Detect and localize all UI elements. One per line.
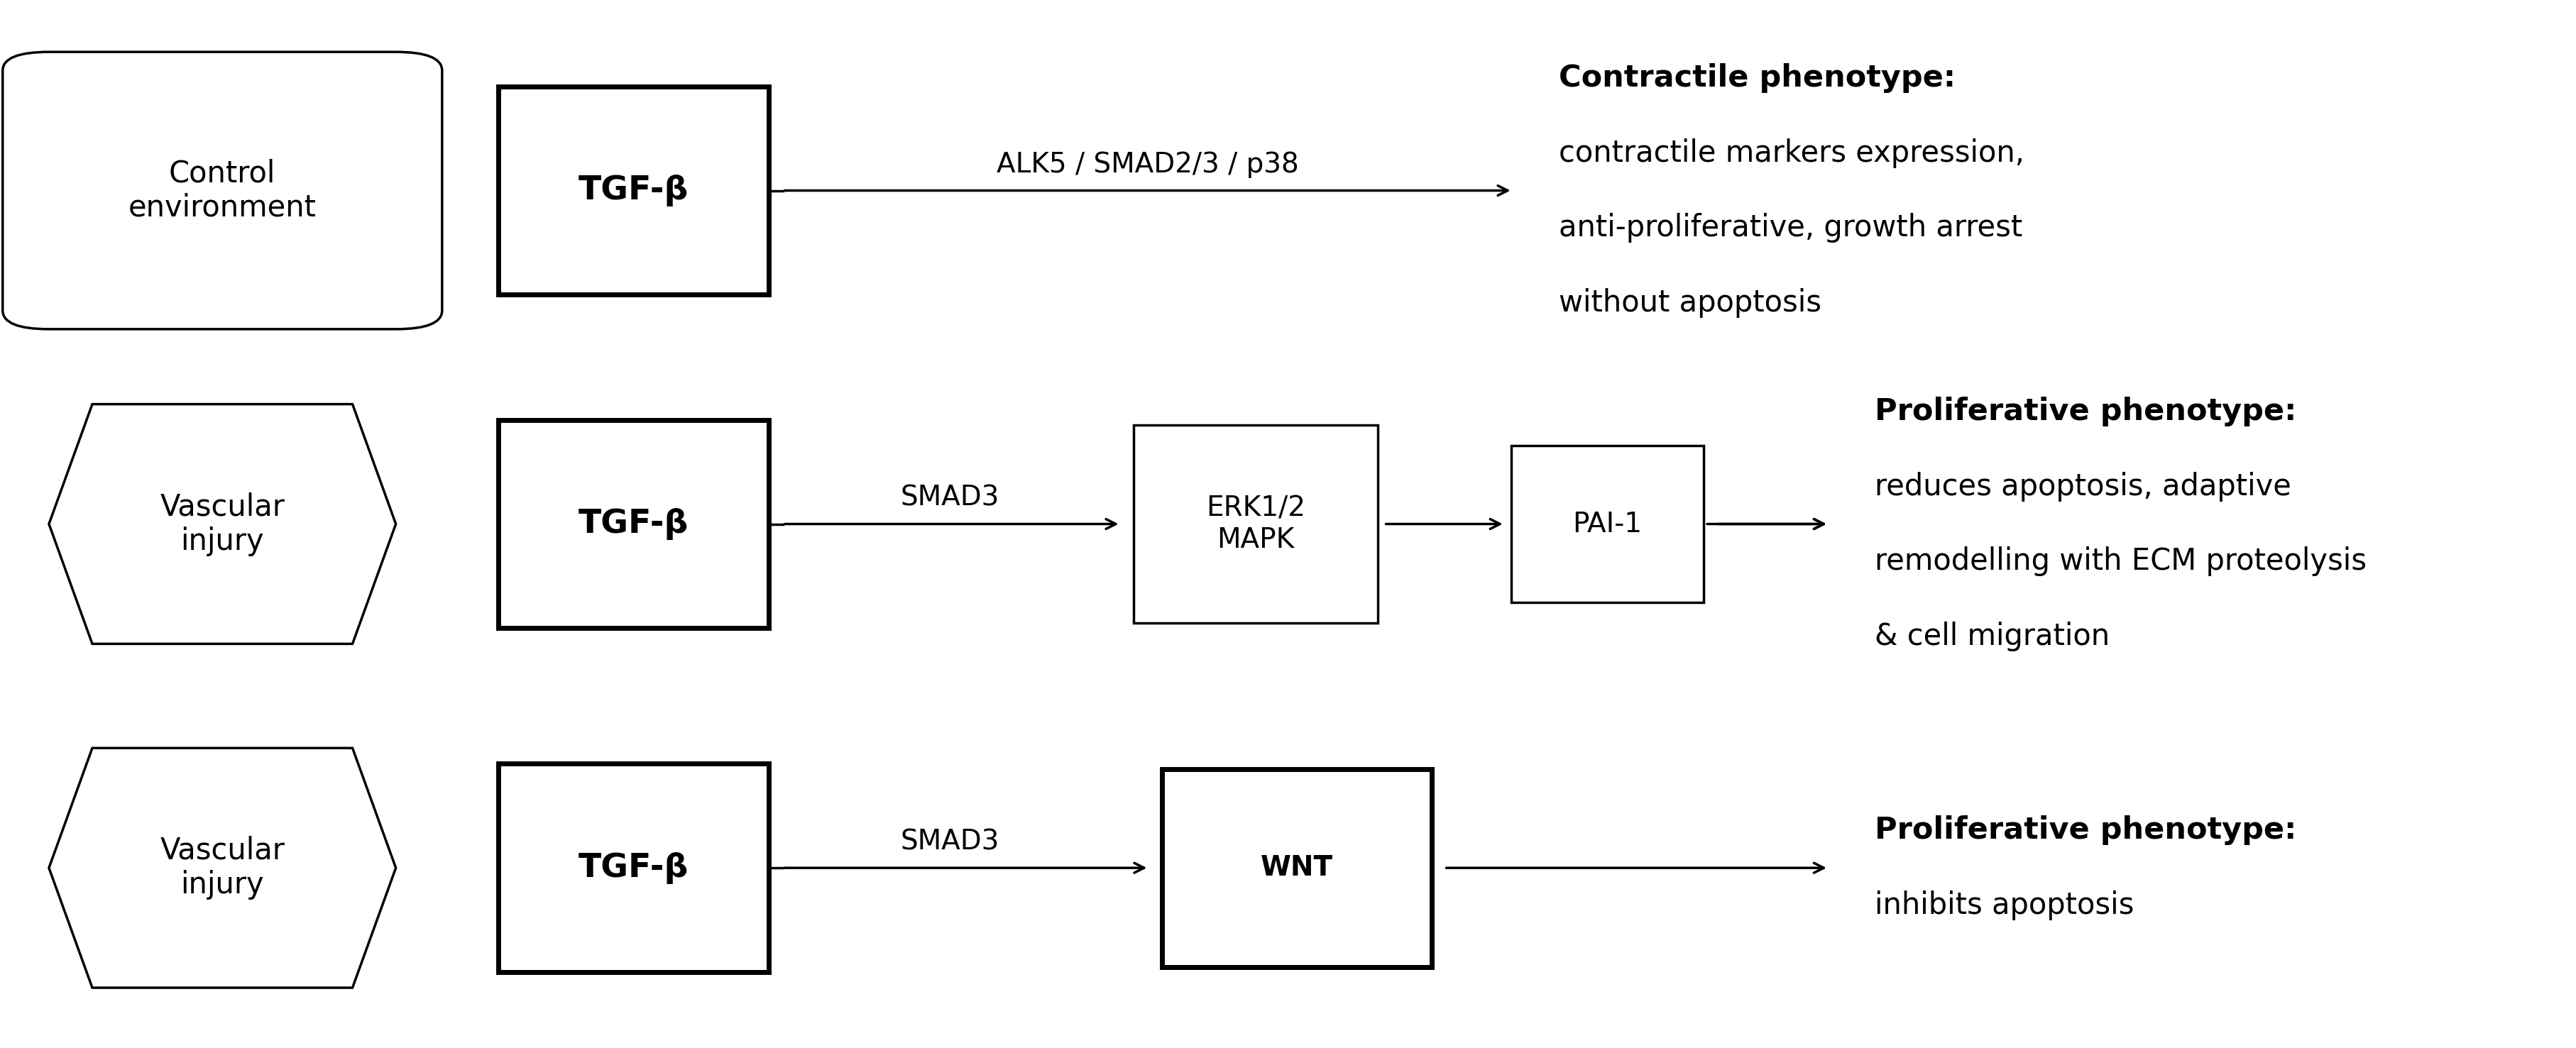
Text: Proliferative phenotype:: Proliferative phenotype: [1875,815,2295,846]
Bar [1133,425,1378,623]
Text: TGF-β: TGF-β [577,852,688,883]
Bar [500,420,768,628]
Text: reduces apoptosis, adaptive: reduces apoptosis, adaptive [1875,472,2290,501]
Bar [1162,769,1432,967]
Text: anti-proliferative, growth arrest: anti-proliferative, growth arrest [1558,213,2022,243]
Text: PAI-1: PAI-1 [1571,510,1641,538]
Text: Vascular
injury: Vascular injury [160,492,286,556]
Text: & cell migration: & cell migration [1875,621,2110,652]
Text: contractile markers expression,: contractile markers expression, [1558,138,2025,168]
Text: Contractile phenotype:: Contractile phenotype: [1558,63,1955,93]
Text: TGF-β: TGF-β [577,175,688,206]
Text: WNT: WNT [1260,854,1332,881]
Text: inhibits apoptosis: inhibits apoptosis [1875,891,2133,920]
Text: Vascular
injury: Vascular injury [160,835,286,900]
Text: SMAD3: SMAD3 [899,828,999,855]
Text: Proliferative phenotype:: Proliferative phenotype: [1875,396,2295,427]
Text: SMAD3: SMAD3 [899,484,999,511]
Bar [500,86,768,294]
Text: TGF-β: TGF-β [577,508,688,540]
Polygon shape [49,405,397,643]
FancyBboxPatch shape [3,52,443,329]
Text: remodelling with ECM proteolysis: remodelling with ECM proteolysis [1875,547,2365,576]
Text: Control
environment: Control environment [129,158,317,222]
Text: ERK1/2
MAPK: ERK1/2 MAPK [1206,495,1306,553]
Polygon shape [49,748,397,987]
Text: ALK5 / SMAD2/3 / p38: ALK5 / SMAD2/3 / p38 [997,151,1298,178]
Bar [1510,445,1703,603]
Text: without apoptosis: without apoptosis [1558,288,1821,318]
Bar [500,764,768,973]
